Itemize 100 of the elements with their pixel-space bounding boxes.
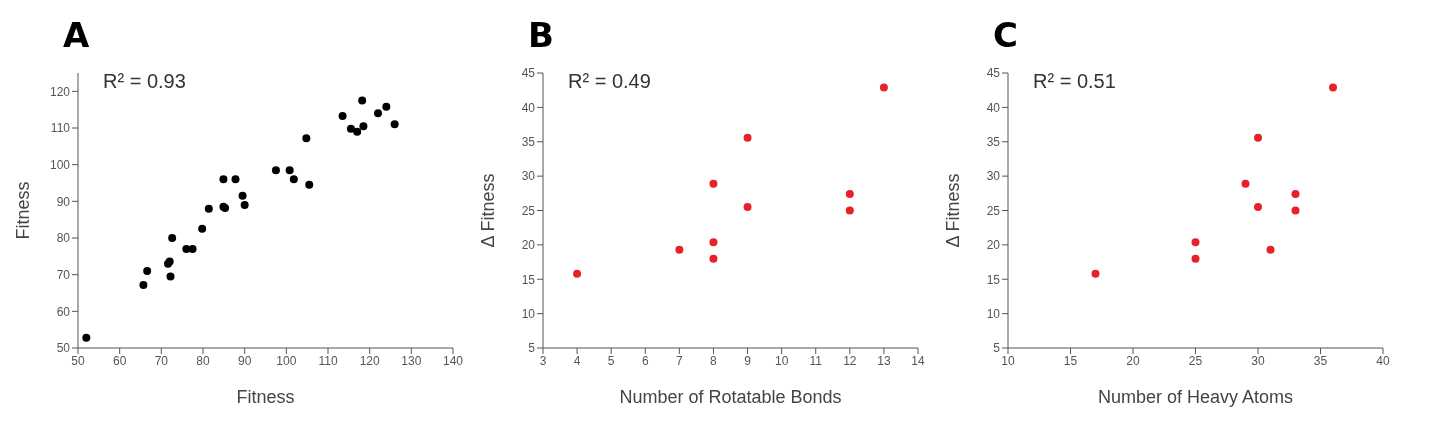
y-tick-label: 5 [993, 341, 1001, 356]
y-tick-label: 5 [528, 341, 536, 356]
point [1291, 206, 1300, 215]
y-tick-label: 10 [521, 306, 536, 321]
point [374, 109, 382, 118]
x-tick-label: 90 [237, 353, 252, 368]
x-tick-label: 100 [276, 353, 297, 368]
y-tick-label: 25 [521, 203, 536, 218]
point [573, 269, 582, 278]
point [382, 102, 391, 111]
x-tick-label: 60 [112, 353, 127, 368]
x-tick-label: 4 [573, 353, 581, 368]
point [845, 190, 854, 198]
point [1191, 238, 1200, 247]
x-axis-title: Fitness [236, 387, 295, 407]
x-tick-label: 14 [911, 353, 925, 368]
annotation: R² = 0.93 [103, 70, 186, 93]
point [139, 280, 148, 289]
y-tick-label: 30 [521, 169, 536, 184]
x-tick-label: 8 [710, 353, 718, 368]
x-tick-label: 12 [843, 353, 857, 368]
point [305, 180, 314, 189]
x-tick-label: 9 [744, 353, 752, 368]
point [1241, 179, 1250, 188]
point [1329, 83, 1337, 92]
point [743, 133, 752, 142]
y-tick-label: 25 [986, 203, 1001, 218]
point [271, 166, 280, 175]
y-axis-title: Fitness [13, 181, 34, 240]
annotation: R² = 0.51 [1033, 70, 1116, 93]
point [346, 124, 355, 133]
y-tick-label: 15 [986, 272, 1001, 287]
x-tick-label: 50 [71, 353, 85, 368]
chart-title: A [63, 14, 91, 57]
point [231, 175, 240, 184]
point [82, 333, 91, 342]
y-tick-label: 20 [986, 238, 1001, 253]
point [188, 245, 197, 253]
y-tick-label: 45 [986, 66, 1001, 81]
x-tick-label: 5 [607, 353, 615, 368]
point [390, 120, 399, 129]
x-axis-title: Number of Rotatable Bonds [619, 387, 842, 407]
x-tick-label: 7 [676, 353, 684, 368]
point [166, 272, 175, 281]
x-tick-label: 30 [1251, 353, 1265, 368]
y-tick-label: 20 [521, 238, 536, 253]
y-tick-label: 70 [56, 267, 71, 282]
point [1091, 269, 1100, 278]
y-tick-label: 60 [56, 304, 71, 319]
x-tick-label: 13 [877, 353, 891, 368]
x-tick-label: 110 [318, 353, 338, 368]
x-tick-label: 120 [359, 353, 380, 368]
x-tick-label: 80 [196, 353, 210, 368]
x-tick-label: 10 [774, 353, 789, 368]
y-tick-label: 100 [49, 157, 71, 172]
point [709, 254, 718, 263]
y-tick-label: 40 [986, 100, 1001, 115]
point [1254, 203, 1262, 212]
x-tick-label: 11 [809, 353, 823, 368]
point [709, 238, 718, 247]
chart-title: C [993, 14, 1019, 57]
point [845, 206, 854, 215]
y-tick-label: 40 [521, 100, 536, 115]
x-tick-label: 20 [1126, 353, 1140, 368]
point [675, 245, 684, 254]
x-tick-label: 6 [641, 353, 649, 368]
point [1266, 245, 1275, 254]
point [285, 166, 294, 175]
point [204, 204, 213, 213]
point [219, 175, 228, 184]
y-axis-title: Δ Fitness [943, 173, 964, 248]
y-tick-label: 35 [986, 135, 1001, 150]
y-tick-label: 80 [56, 231, 71, 246]
point [289, 175, 298, 184]
x-tick-label: 15 [1063, 353, 1078, 368]
y-tick-label: 50 [56, 341, 71, 356]
x-tick-label: 70 [154, 353, 169, 368]
point [353, 127, 362, 136]
y-tick-label: 120 [49, 84, 71, 99]
point [302, 134, 311, 143]
y-tick-label: 30 [986, 169, 1001, 184]
y-axis-title: Δ Fitness [478, 173, 499, 248]
point [1191, 254, 1200, 263]
annotation: R² = 0.49 [568, 70, 651, 93]
x-tick-label: 130 [401, 353, 422, 368]
x-tick-label: 35 [1313, 353, 1328, 368]
x-tick-label: 25 [1188, 353, 1203, 368]
point [182, 245, 191, 253]
point [1254, 133, 1262, 142]
y-tick-label: 10 [986, 306, 1001, 321]
point [743, 203, 752, 212]
point [168, 234, 177, 242]
x-tick-label: 3 [539, 353, 547, 368]
y-tick-label: 35 [521, 135, 536, 150]
point [709, 179, 718, 188]
point [358, 96, 367, 105]
x-axis-title: Number of Heavy Atoms [1097, 387, 1294, 407]
point [879, 83, 888, 92]
y-tick-label: 15 [521, 272, 536, 287]
point [240, 201, 249, 209]
